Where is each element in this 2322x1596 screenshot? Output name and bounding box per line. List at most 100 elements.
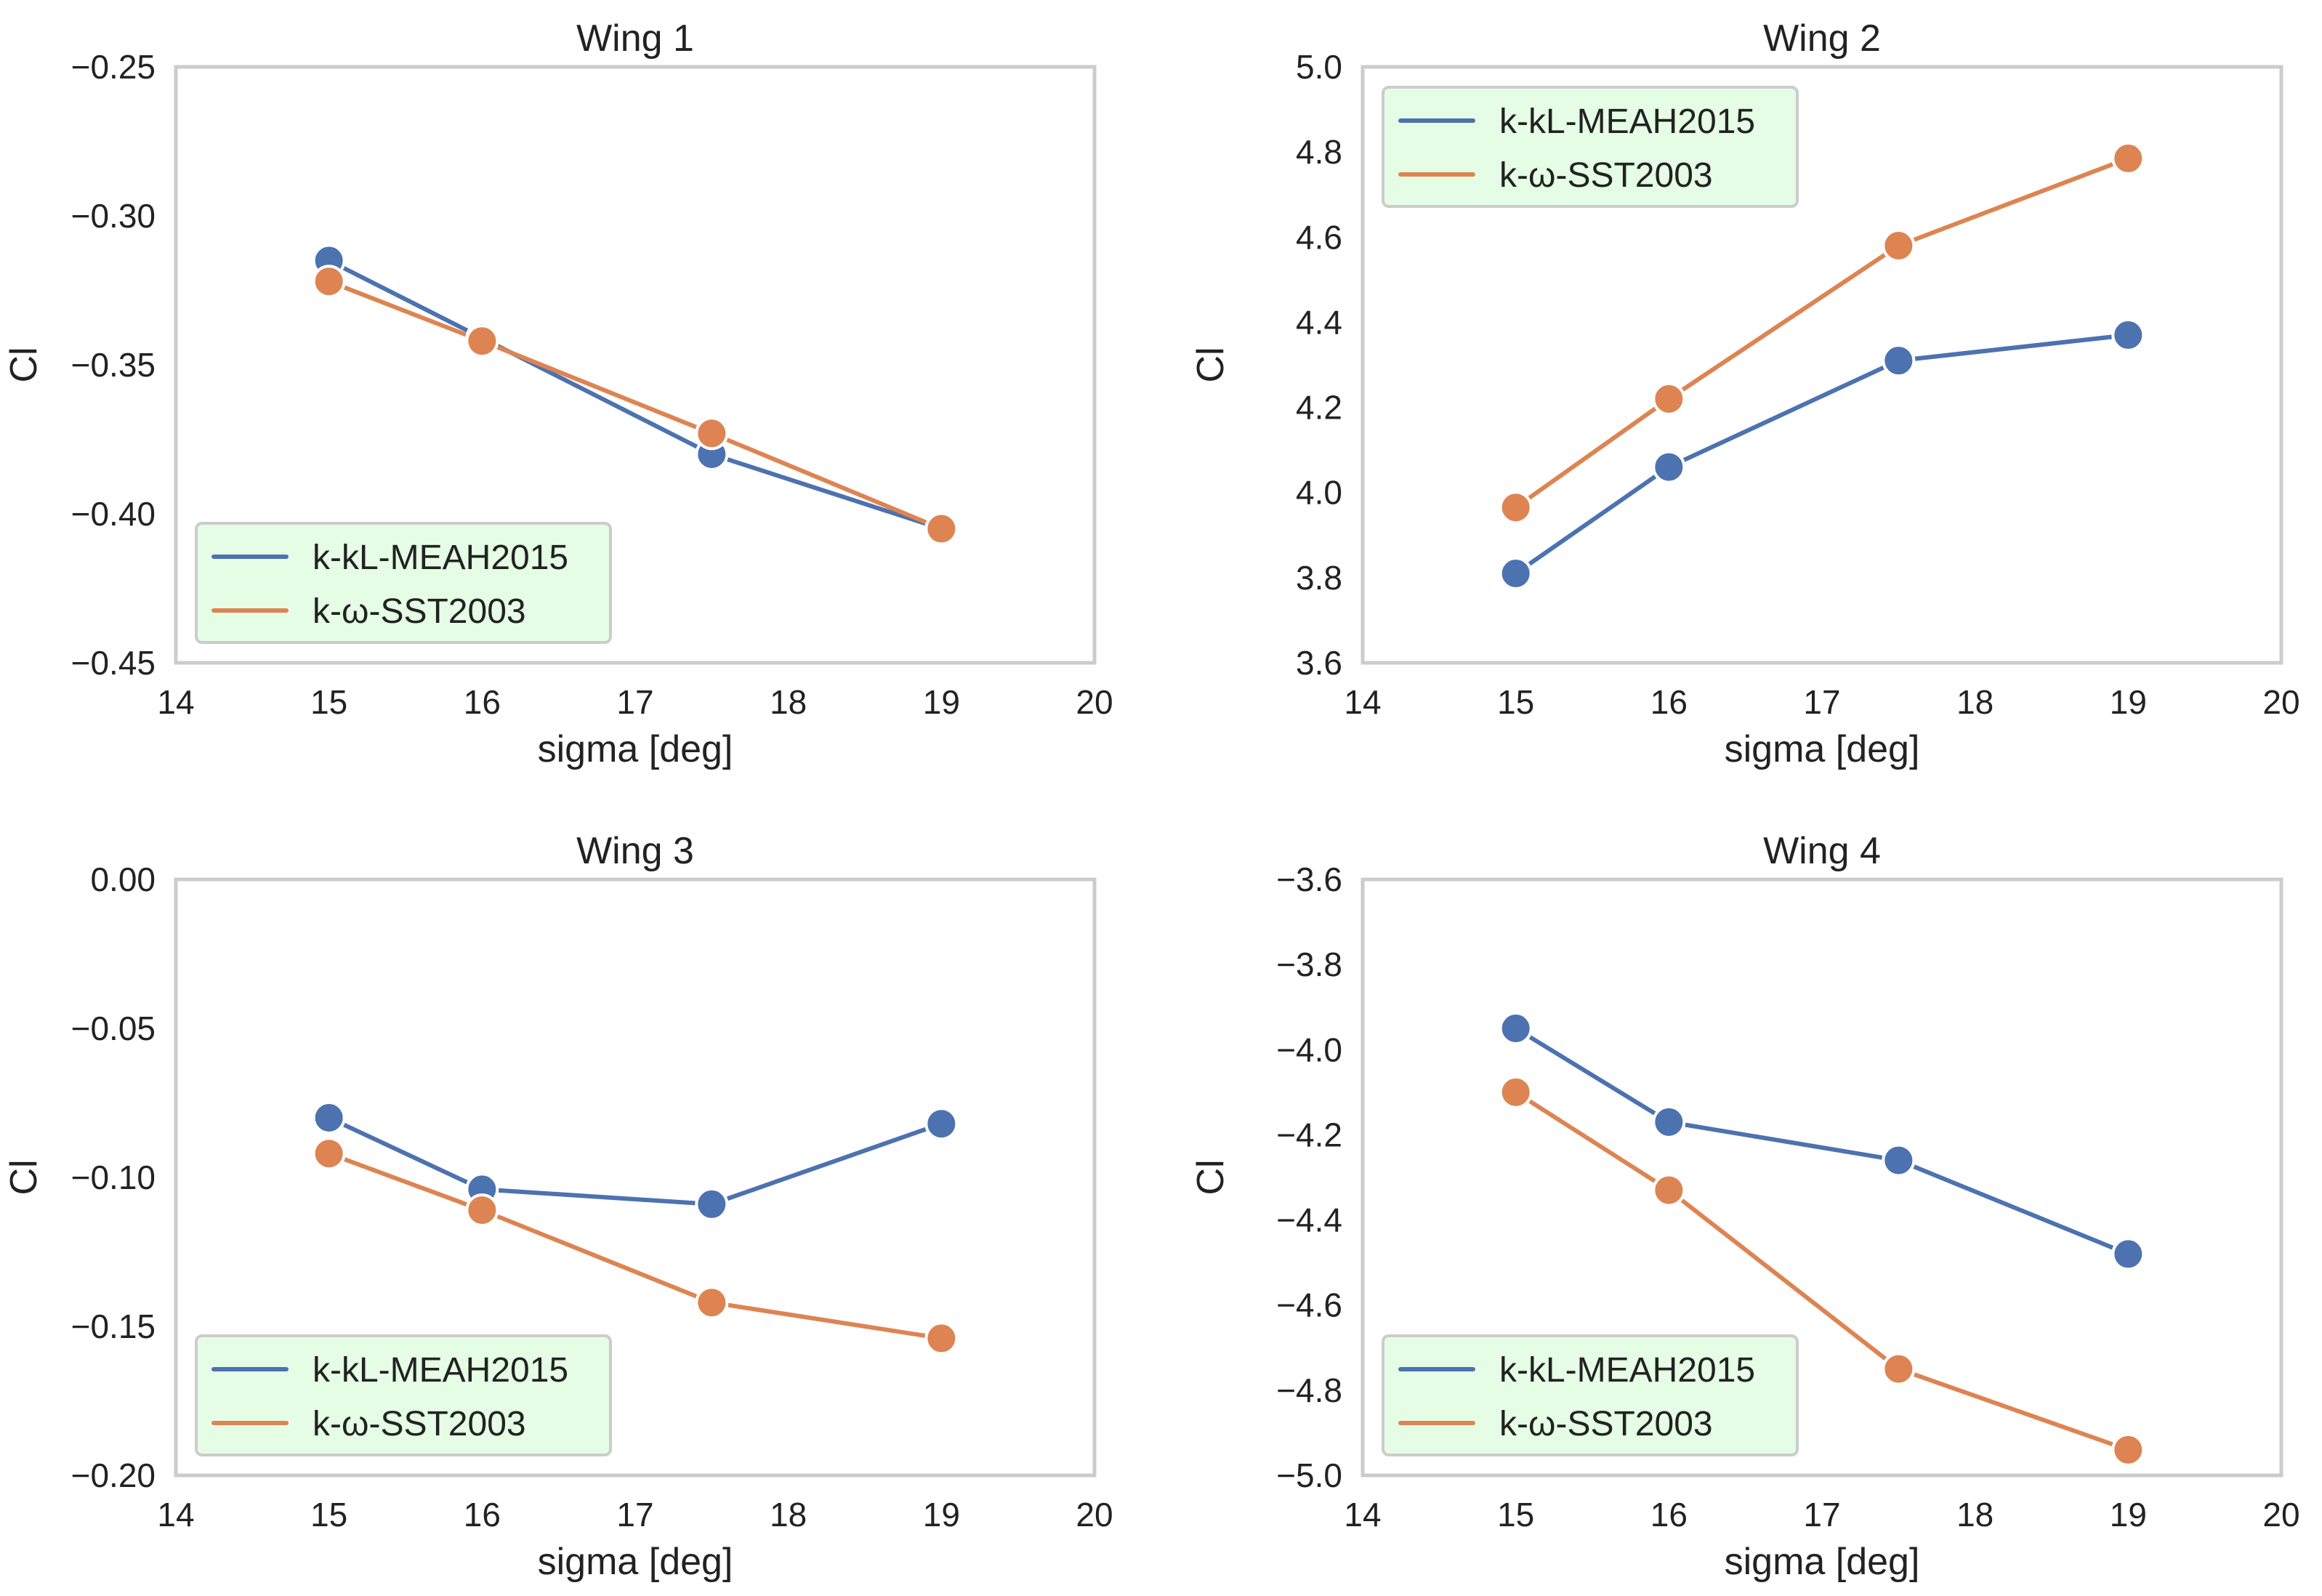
data-point [924, 512, 959, 546]
y-tick-label: 3.6 [1296, 644, 1342, 682]
legend-label-1: k-kL-MEAH2015 [1499, 1351, 1755, 1390]
data-point [465, 324, 499, 358]
data-point [695, 1187, 729, 1221]
data-point [1882, 344, 1916, 378]
y-tick-label: −4.6 [1276, 1286, 1342, 1324]
x-tick-label: 18 [1956, 683, 1994, 721]
plot-frame [1360, 65, 2283, 665]
y-tick-label: −0.20 [71, 1456, 156, 1494]
chart-title: Wing 2 [1763, 17, 1881, 60]
data-point [1499, 491, 1533, 525]
data-point [695, 1286, 729, 1320]
y-tick-label: −0.35 [71, 346, 156, 384]
y-tick-label: −0.25 [71, 48, 156, 86]
x-tick-label: 19 [2110, 1496, 2147, 1533]
x-tick-label: 16 [464, 683, 501, 721]
x-tick-label: 18 [1956, 1496, 1994, 1533]
data-point [465, 1193, 499, 1228]
y-tick-label: 4.4 [1296, 303, 1342, 341]
y-tick-label: −0.15 [71, 1307, 156, 1345]
data-point [1499, 557, 1533, 590]
y-tick-label: −0.10 [71, 1158, 156, 1196]
y-tick-label: −5.0 [1276, 1456, 1342, 1494]
series-line-2 [326, 1151, 944, 1341]
x-tick-label: 15 [310, 1496, 347, 1533]
data-point [1652, 1173, 1686, 1207]
x-tick-label: 17 [616, 683, 653, 721]
x-axis-label: sigma [deg] [1725, 728, 1920, 770]
x-tick-label: 16 [464, 1496, 501, 1533]
data-point [1499, 1075, 1533, 1109]
legend: k-kL-MEAH2015 k-ω-SST2003 [1382, 1334, 1799, 1456]
data-point [2111, 141, 2145, 175]
data-point [1882, 1352, 1916, 1386]
y-tick-label: 4.0 [1296, 474, 1342, 512]
x-axis-label: sigma [deg] [1725, 1541, 1920, 1583]
x-tick-label: 18 [770, 1496, 807, 1533]
legend: k-kL-MEAH2015 k-ω-SST2003 [195, 1334, 612, 1456]
legend-label-2: k-ω-SST2003 [313, 1405, 526, 1443]
legend-box [1382, 1334, 1799, 1456]
y-tick-label: −0.45 [71, 644, 156, 682]
legend-box [195, 1334, 612, 1456]
data-point [1499, 1012, 1533, 1045]
chart-panel-1: Wing 1 14 15 16 17 18 19 20 −0.45 −0.40 −0.35 −0.30… [3, 17, 1113, 770]
plot-frame [1360, 877, 2283, 1478]
data-point [312, 265, 346, 299]
plot-frame [174, 877, 1097, 1478]
y-axis-label: Cl [1190, 347, 1232, 382]
y-tick-label: 4.6 [1296, 218, 1342, 256]
x-tick-label: 14 [1344, 1496, 1381, 1533]
y-tick-label: 3.8 [1296, 559, 1342, 597]
x-tick-label: 17 [616, 1496, 653, 1533]
x-tick-label: 18 [770, 683, 807, 721]
series-line-2 [326, 279, 944, 531]
data-point [312, 1101, 346, 1134]
chart-panel-4: Wing 4 14 15 16 17 18 19 20 −5.0 −4.8 −4.6 −4.4 −4.2… [1190, 830, 2300, 1583]
x-tick-label: 14 [157, 1496, 194, 1533]
legend-label-2: k-ω-SST2003 [1499, 156, 1713, 195]
y-tick-label: −0.05 [71, 1009, 156, 1047]
legend-label-1: k-kL-MEAH2015 [313, 1351, 568, 1390]
series-line-1 [1513, 1026, 2131, 1257]
y-tick-label: −4.0 [1276, 1031, 1342, 1068]
y-axis-label: Cl [3, 347, 45, 382]
legend-label-1: k-kL-MEAH2015 [313, 539, 568, 577]
chart-panel-2: Wing 2 14 15 16 17 18 19 20 3.6 3.8 4.0 4.2 4.4 4.6 4.… [1190, 17, 2300, 770]
series-line-1 [326, 258, 944, 531]
x-tick-label: 20 [2262, 683, 2299, 721]
y-tick-label: −3.8 [1276, 946, 1342, 983]
y-tick-label: −0.30 [71, 197, 156, 235]
y-axis-label: Cl [1190, 1159, 1232, 1195]
legend-label-2: k-ω-SST2003 [313, 592, 526, 631]
data-point [1652, 450, 1686, 484]
y-tick-label: 0.00 [90, 861, 156, 898]
x-axis-label: sigma [deg] [538, 728, 733, 770]
y-tick-label: −0.40 [71, 495, 156, 533]
legend: k-kL-MEAH2015 k-ω-SST2003 [1382, 86, 1799, 208]
plot-frame [174, 65, 1097, 665]
y-tick-label: 4.2 [1296, 389, 1342, 427]
x-tick-label: 14 [1344, 683, 1381, 721]
series-line-1 [326, 1116, 944, 1206]
chart-panel-3: Wing 3 14 15 16 17 18 19 20 −0.20 −0.15 −0.10 −0.05… [3, 830, 1113, 1583]
y-tick-label: −4.2 [1276, 1116, 1342, 1153]
legend-box [195, 522, 612, 644]
data-point [312, 1137, 346, 1171]
data-point [1652, 1105, 1686, 1139]
data-point [695, 416, 729, 451]
data-point [2111, 318, 2145, 352]
x-tick-label: 20 [1076, 683, 1113, 721]
chart-title: Wing 1 [576, 17, 694, 60]
chart-title: Wing 3 [576, 830, 694, 872]
series-line-2 [1513, 156, 2131, 510]
series-line-2 [1513, 1089, 2131, 1452]
data-point [1652, 382, 1686, 416]
x-tick-label: 19 [923, 683, 960, 721]
y-tick-label: −4.4 [1276, 1201, 1342, 1239]
series-line-1 [1513, 333, 2131, 576]
y-tick-label: −3.6 [1276, 861, 1342, 898]
legend-label-1: k-kL-MEAH2015 [1499, 102, 1755, 141]
y-axis-label: Cl [3, 1159, 45, 1195]
